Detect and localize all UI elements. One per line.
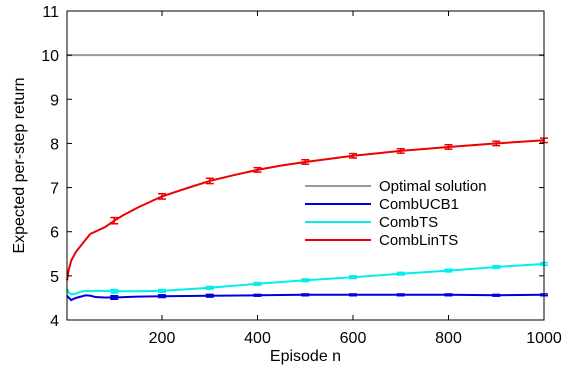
error-bar-1-0	[110, 294, 119, 301]
plot-area	[66, 54, 548, 302]
legend-label-2: CombTS	[379, 214, 438, 231]
axes-box	[66, 10, 545, 321]
error-bar-2-2	[205, 285, 214, 290]
error-bar-1-4	[301, 293, 310, 297]
error-bar-3-2	[205, 177, 214, 185]
error-bar-1-1	[158, 294, 167, 299]
x-tick-label: 600	[340, 330, 367, 347]
error-bar-3-3	[253, 166, 262, 173]
error-bar-3-4	[301, 159, 310, 165]
error-bar-1-7	[444, 293, 453, 297]
error-bar-2-7	[444, 268, 453, 273]
error-bar-1-6	[396, 293, 405, 297]
error-bar-3-6	[396, 147, 405, 154]
x-tick-label: 400	[244, 330, 271, 347]
error-bar-2-5	[349, 275, 358, 280]
y-tick-label: 5	[50, 269, 59, 286]
error-bar-2-3	[253, 281, 262, 286]
x-tick-label: 1000	[526, 330, 562, 347]
error-bar-2-6	[396, 271, 405, 276]
error-bar-1-8	[492, 293, 501, 297]
series-line-2	[66, 262, 545, 296]
x-tick-label: 800	[435, 330, 462, 347]
legend-label-3: CombLinTS	[379, 232, 458, 249]
x-tick-label: 200	[149, 330, 176, 347]
error-bar-2-0	[110, 288, 119, 294]
error-bar-3-5	[349, 152, 358, 159]
y-tick-label: 6	[50, 225, 59, 242]
error-bar-1-2	[205, 293, 214, 298]
y-tick-label: 7	[50, 181, 59, 198]
y-axis-title: Expected per-step return	[11, 77, 28, 253]
axes: 4 5 6 7 8 9 10 11 200 400 600 800 1000 Episode n Expec…	[11, 4, 562, 365]
x-axis-title: Episode n	[270, 348, 341, 365]
y-tick-label: 4	[50, 313, 59, 330]
y-tick-label: 8	[50, 136, 59, 153]
legend-label-1: CombUCB1	[379, 196, 459, 213]
error-bar-3-8	[492, 140, 501, 147]
error-bar-3-7	[444, 144, 453, 150]
error-bar-3-0	[110, 216, 119, 225]
error-bar-1-5	[349, 293, 358, 297]
y-tick-label: 9	[50, 92, 59, 109]
error-bar-2-1	[158, 288, 167, 293]
legend-label-0: Optimal solution	[379, 178, 487, 195]
error-bar-1-3	[253, 293, 262, 297]
error-bar-2-8	[492, 264, 501, 270]
error-bar-2-4	[301, 278, 310, 283]
y-tick-label: 10	[41, 48, 59, 65]
error-bar-3-1	[158, 193, 167, 200]
y-tick-label: 11	[42, 4, 59, 21]
